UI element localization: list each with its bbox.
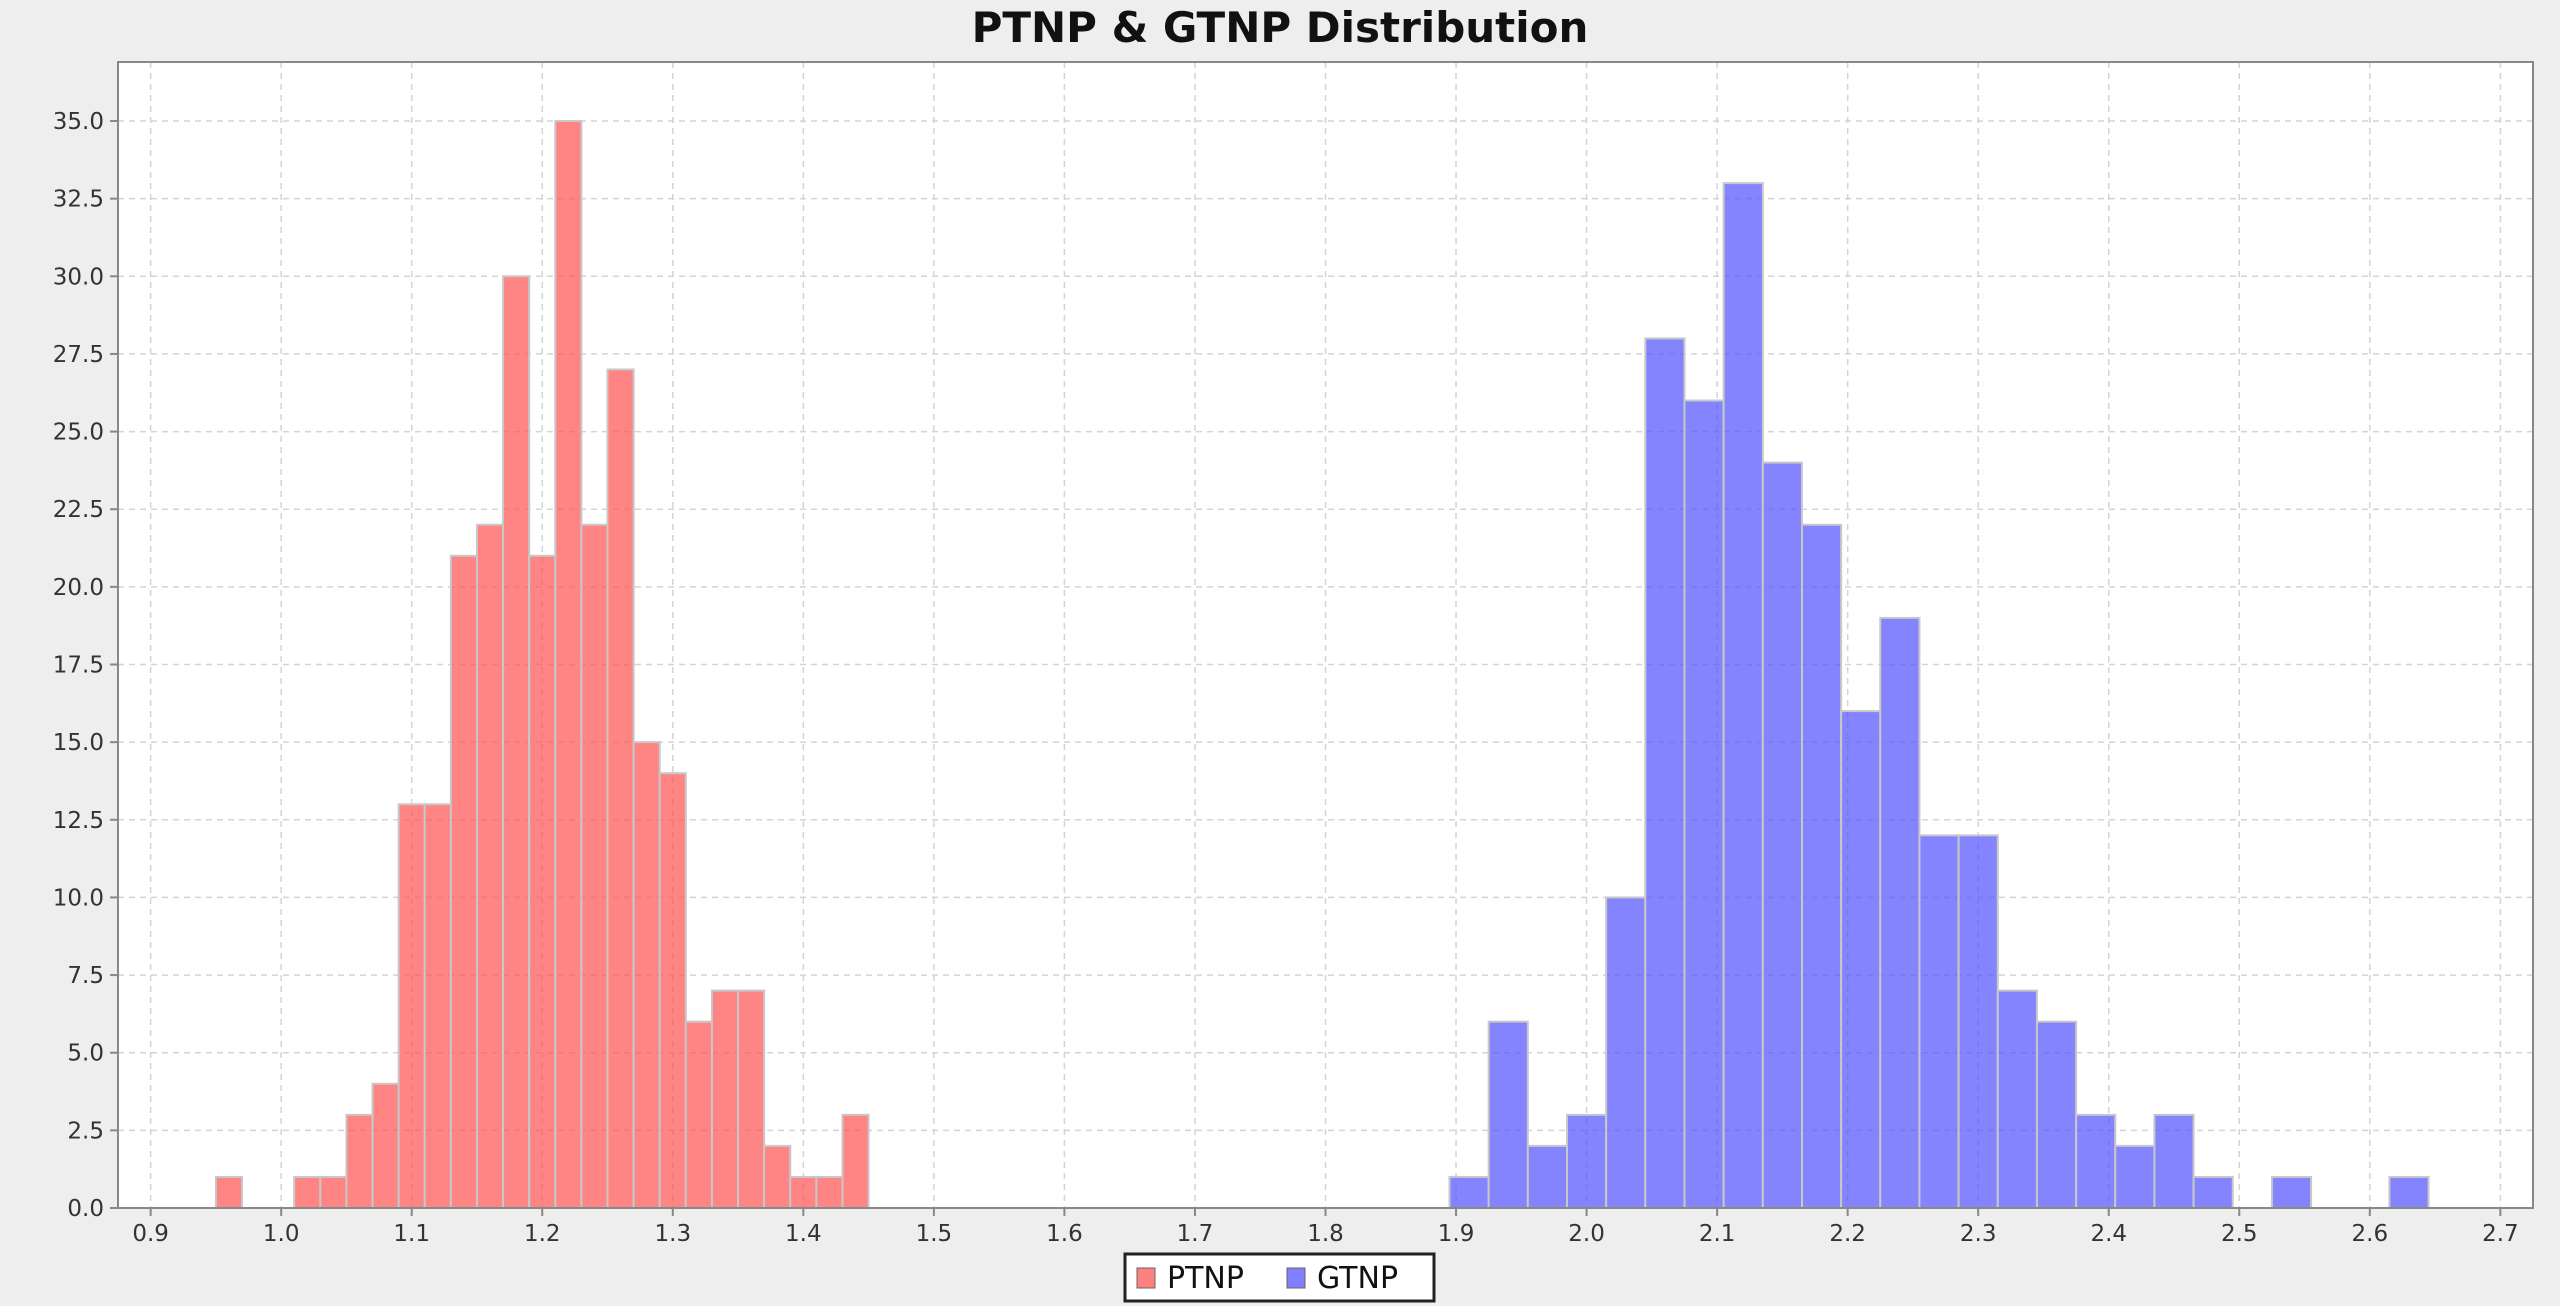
bar-gtnp	[2192, 1175, 2234, 1210]
x-tick-label: 1.0	[263, 1221, 300, 1247]
bar-ptnp	[789, 1175, 818, 1210]
bar-ptnp	[554, 120, 583, 1209]
bar-gtnp	[2388, 1175, 2430, 1210]
bar-ptnp	[371, 1082, 400, 1209]
y-tick-label: 22.5	[53, 497, 104, 523]
x-tick-label: 2.4	[2090, 1221, 2127, 1247]
legend-label-gtnp: GTNP	[1317, 1261, 1398, 1296]
x-tick-label: 0.9	[132, 1221, 169, 1247]
x-tick-label: 2.3	[1960, 1221, 1997, 1247]
bar-ptnp	[423, 803, 452, 1210]
bar-ptnp	[319, 1175, 348, 1210]
y-tick-label: 7.5	[67, 963, 104, 989]
x-tick-label: 1.2	[524, 1221, 561, 1247]
bar-gtnp	[1526, 1144, 1569, 1210]
y-tick-label: 17.5	[53, 653, 104, 679]
y-tick-label: 0.0	[67, 1196, 104, 1222]
bar-gtnp	[1761, 461, 1803, 1209]
bar-ptnp	[737, 989, 766, 1209]
bar-gtnp	[1605, 896, 1647, 1209]
y-tick-label: 27.5	[53, 342, 104, 368]
y-tick-label: 30.0	[53, 264, 104, 290]
bar-gtnp	[1487, 1020, 1529, 1209]
bar-ptnp	[502, 275, 531, 1210]
y-tick-label: 20.0	[53, 575, 104, 601]
bar-ptnp	[580, 523, 609, 1209]
legend-swatch-ptnp	[1136, 1267, 1156, 1289]
bar-gtnp	[2270, 1175, 2313, 1210]
x-tick-label: 1.7	[1177, 1221, 1214, 1247]
bar-ptnp	[345, 1113, 374, 1209]
bar-ptnp	[397, 803, 426, 1210]
grid-lines	[118, 62, 2533, 1209]
y-tick-label: 5.0	[67, 1041, 104, 1067]
bar-gtnp	[1566, 1113, 1608, 1209]
bar-ptnp	[632, 741, 661, 1210]
bar-gtnp	[1800, 523, 1843, 1209]
y-tick-label: 35.0	[53, 109, 104, 135]
bar-ptnp	[449, 554, 478, 1209]
bar-ptnp	[815, 1175, 844, 1210]
bar-ptnp	[763, 1144, 792, 1210]
bar-gtnp	[1722, 182, 1764, 1209]
bar-gtnp	[1957, 834, 1999, 1209]
bar-ptnp	[475, 523, 505, 1209]
legend: PTNP GTNP	[1123, 1252, 1436, 1303]
bar-gtnp	[1683, 399, 1725, 1209]
bar-ptnp	[710, 989, 740, 1209]
y-axis: 0.0 2.5 5.0 7.5 10.0 12.5 15.0 17.5 20.0 22.5 25.0…	[53, 109, 118, 1222]
bar-gtnp	[2153, 1113, 2195, 1209]
y-tick-label: 2.5	[67, 1118, 104, 1144]
bar-ptnp	[214, 1175, 244, 1210]
bar-ptnp	[606, 368, 635, 1209]
x-tick-label: 2.7	[2482, 1221, 2519, 1247]
bar-gtnp	[2035, 1020, 2078, 1209]
bar-ptnp	[658, 772, 687, 1209]
legend-label-ptnp: PTNP	[1167, 1261, 1244, 1296]
x-tick-label: 1.4	[785, 1221, 822, 1247]
bar-gtnp	[2114, 1144, 2156, 1210]
x-tick-label: 1.5	[916, 1221, 953, 1247]
bar-ptnp	[841, 1113, 870, 1209]
y-tick-label: 25.0	[53, 420, 104, 446]
bar-ptnp	[684, 1020, 713, 1209]
x-tick-label: 1.1	[393, 1221, 430, 1247]
bar-gtnp	[1644, 337, 1686, 1209]
bar-gtnp	[1840, 710, 1882, 1209]
x-tick-label: 1.9	[1438, 1221, 1475, 1247]
legend-swatch-gtnp	[1286, 1267, 1306, 1289]
x-tick-label: 2.2	[1829, 1221, 1866, 1247]
y-tick-label: 10.0	[53, 885, 104, 911]
y-tick-label: 15.0	[53, 730, 104, 756]
bar-gtnp	[1879, 616, 1921, 1209]
x-tick-label: 1.3	[655, 1221, 692, 1247]
bar-gtnp	[1918, 834, 1960, 1209]
x-tick-label: 2.6	[2352, 1221, 2389, 1247]
x-tick-label: 1.8	[1307, 1221, 1344, 1247]
y-tick-label: 12.5	[53, 808, 104, 834]
legend-box	[1123, 1252, 1436, 1303]
x-tick-label: 1.6	[1046, 1221, 1083, 1247]
x-tick-label: 2.1	[1699, 1221, 1736, 1247]
x-tick-label: 2.5	[2221, 1221, 2258, 1247]
chart-title: PTNP & GTNP Distribution	[972, 3, 1589, 52]
x-axis: 0.9 1.0 1.1 1.2 1.3 1.4 1.5 1.6 1.7 1.8 1.9 2.0 2.1 2…	[132, 1208, 2519, 1247]
y-tick-label: 32.5	[53, 187, 104, 213]
bar-gtnp	[2075, 1113, 2117, 1209]
bar-ptnp	[293, 1175, 322, 1210]
bar-gtnp	[1996, 989, 2038, 1209]
bar-gtnp	[1448, 1175, 1490, 1210]
bar-ptnp	[528, 554, 557, 1209]
x-tick-label: 2.0	[1568, 1221, 1605, 1247]
